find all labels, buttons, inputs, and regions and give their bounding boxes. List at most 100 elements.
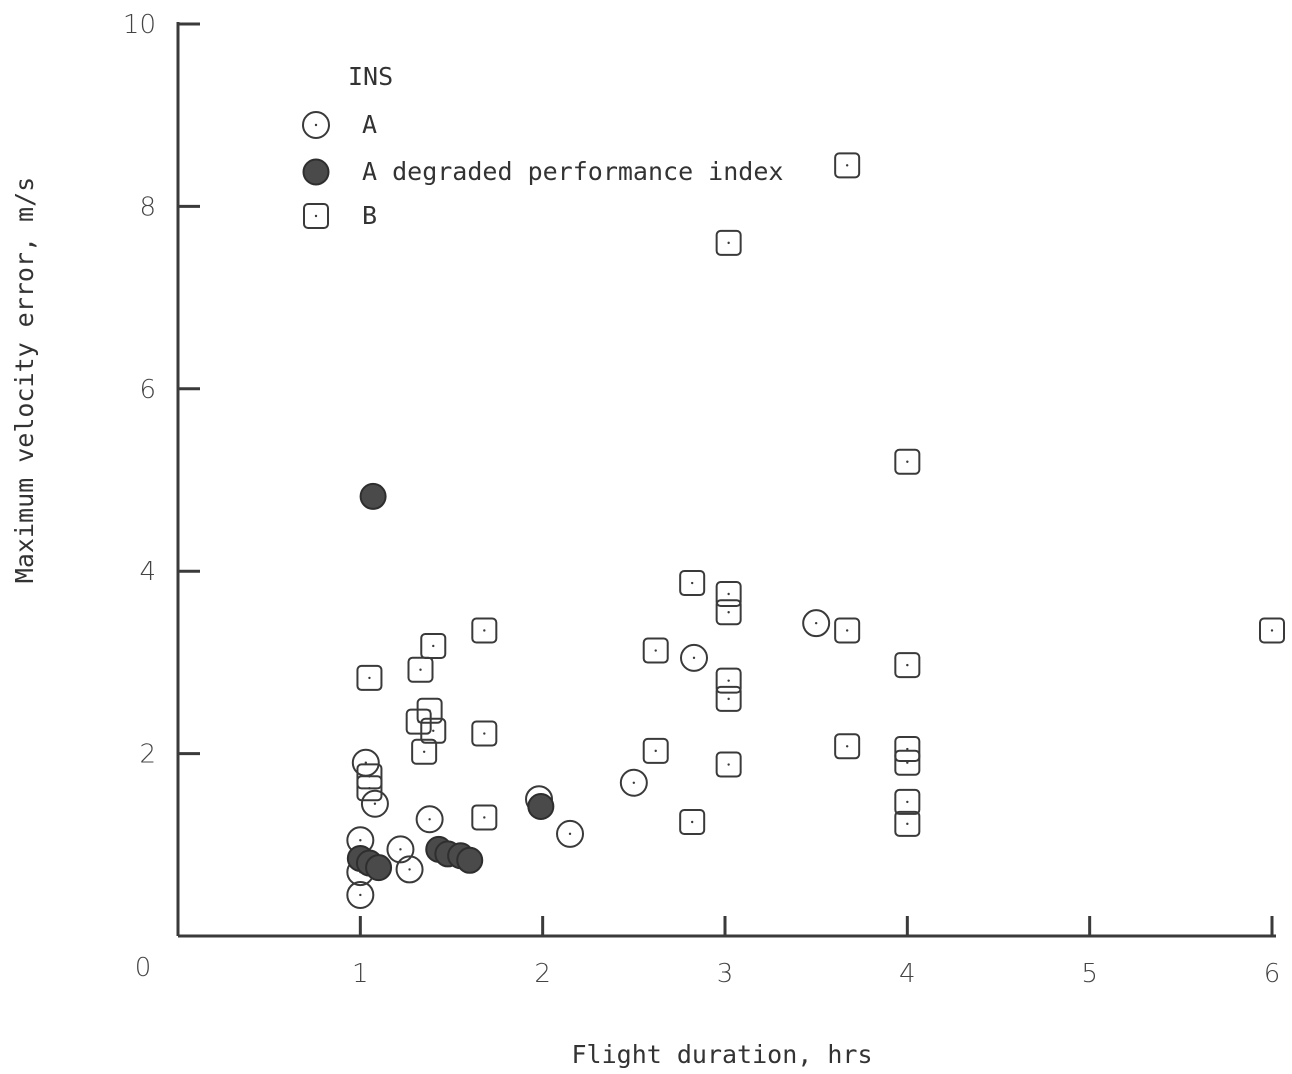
data-point-square — [1259, 617, 1285, 644]
marker-center-dot — [654, 649, 657, 652]
marker-shape — [894, 736, 921, 763]
marker-shape — [386, 835, 415, 864]
data-point-square — [356, 775, 383, 802]
x-axis-label: Flight duration, hrs — [571, 1040, 872, 1069]
x-tick-label: 1 — [352, 959, 369, 989]
marker-shape — [619, 768, 648, 797]
marker-center-dot — [373, 802, 377, 805]
marker-shape — [359, 482, 387, 510]
data-point-open-circle — [395, 855, 424, 884]
marker-shape — [715, 667, 742, 694]
marker-center-dot — [727, 763, 730, 766]
marker-shape — [302, 111, 330, 139]
marker-shape — [802, 609, 831, 638]
marker-center-dot — [432, 644, 435, 648]
data-point-square — [407, 656, 434, 683]
marker-center-dot — [368, 676, 371, 680]
marker-shape — [894, 749, 921, 776]
marker-center-dot — [845, 629, 849, 632]
marker-center-dot — [314, 123, 318, 127]
legend: INS A A degraded performance index B — [302, 62, 783, 230]
marker-center-dot — [690, 820, 694, 824]
marker-center-dot — [906, 663, 909, 667]
data-point-square — [642, 737, 669, 764]
data-point-open-circle — [415, 805, 444, 834]
marker-shape — [642, 737, 669, 764]
marker-center-dot — [422, 750, 426, 753]
ticks: 1 2 3 4 5 6 2 4 6 8 10 — [123, 10, 1280, 989]
marker-center-dot — [419, 668, 422, 671]
marker-center-dot — [1270, 629, 1274, 632]
marker-shape — [411, 738, 438, 765]
data-point-square — [715, 581, 742, 607]
marker-center-dot — [727, 679, 730, 682]
data-point-square — [715, 751, 742, 778]
data-point-filled-circle — [527, 792, 555, 820]
marker-shape — [715, 581, 742, 607]
marker-center-dot — [906, 800, 909, 804]
marker-center-dot — [483, 629, 486, 632]
y-tick-label: 10 — [123, 10, 156, 40]
marker-center-dot — [368, 787, 371, 790]
data-point-square — [715, 685, 742, 712]
marker-shape — [407, 656, 434, 683]
marker-center-dot — [906, 822, 909, 826]
data-point-open-circle — [556, 819, 585, 848]
marker-center-dot — [654, 749, 657, 753]
data-point-square — [894, 736, 921, 763]
marker-center-dot — [428, 709, 431, 712]
data-point-square — [679, 570, 706, 597]
x-tick-label: 4 — [899, 959, 916, 989]
data-point-square — [642, 637, 669, 664]
y-tick-label: 4 — [139, 557, 156, 587]
data-point-square — [894, 788, 921, 815]
marker-center-dot — [690, 581, 694, 585]
data-point-square — [679, 809, 706, 835]
marker-center-dot — [906, 460, 909, 463]
marker-center-dot — [483, 732, 486, 735]
data-point-square — [834, 617, 861, 644]
data-point-square — [834, 733, 861, 760]
marker-shape — [679, 809, 706, 835]
marker-shape — [894, 788, 921, 815]
marker-shape — [365, 854, 393, 882]
marker-shape — [715, 599, 742, 626]
legend-title: INS — [348, 62, 393, 91]
data-point-square — [894, 749, 921, 776]
data-point-square — [834, 152, 861, 179]
marker-shape — [1259, 617, 1285, 644]
data-point-square — [471, 617, 498, 644]
legend-entry-label: A degraded performance index — [362, 157, 783, 186]
marker-shape — [356, 775, 383, 802]
x-tick-label: 6 — [1264, 959, 1281, 989]
marker-shape — [303, 203, 329, 229]
marker-shape — [834, 617, 861, 644]
data-point-square — [715, 229, 742, 256]
data-point-filled-circle — [456, 846, 484, 874]
marker-center-dot — [432, 729, 435, 732]
marker-shape — [679, 570, 706, 597]
data-point-square — [411, 738, 438, 765]
data-point-square — [894, 810, 921, 837]
y-tick-label: 2 — [139, 740, 156, 770]
marker-shape — [894, 810, 921, 837]
data-point-square — [356, 664, 383, 691]
marker-shape — [527, 792, 555, 820]
marker-center-dot — [632, 781, 636, 784]
marker-center-dot — [314, 214, 318, 218]
marker-center-dot — [845, 164, 849, 167]
data-point-filled-circle — [365, 854, 393, 882]
x-tick-label: 5 — [1081, 959, 1098, 989]
marker-center-dot — [692, 656, 696, 660]
data-point-open-circle — [680, 643, 709, 672]
data-point-square — [894, 652, 921, 679]
marker-center-dot — [906, 761, 909, 764]
marker-shape — [556, 819, 585, 848]
marker-shape — [415, 805, 444, 834]
marker-shape — [395, 855, 424, 884]
marker-shape — [680, 643, 709, 672]
marker-shape — [715, 685, 742, 712]
data-point-square — [416, 697, 443, 724]
marker-shape — [471, 720, 498, 747]
marker-shape — [456, 846, 484, 874]
